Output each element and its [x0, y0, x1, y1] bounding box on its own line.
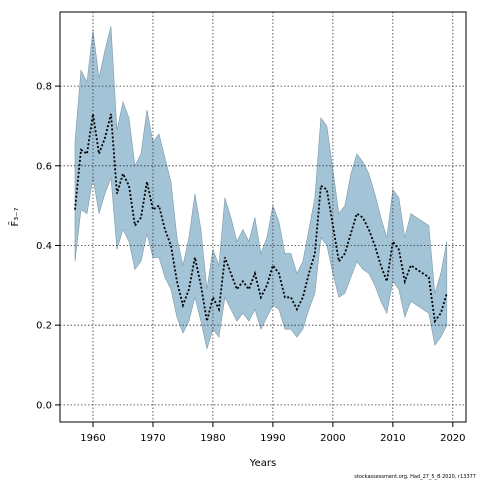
y-tick-label: 0.4 [36, 241, 52, 252]
confidence-band [74, 26, 448, 350]
line [74, 113, 448, 324]
x-tick-label: 1990 [260, 433, 285, 444]
y-tick-label: 0.6 [36, 161, 52, 172]
y-tick-label: 0.0 [36, 400, 52, 411]
y-tick-label: 0.8 [36, 82, 52, 93]
plot-frame [59, 11, 467, 423]
x-tick-label: 1980 [200, 433, 225, 444]
x-tick-label: 1970 [140, 433, 165, 444]
y-axis-label: F̄₃₋₇ [8, 207, 21, 226]
footnote: stockassessment.org, Had_27_5_B 2020, r1… [354, 474, 476, 480]
x-tick-label: 1960 [80, 433, 105, 444]
x-tick-label: 2020 [440, 433, 465, 444]
x-tick-label: 2000 [320, 433, 345, 444]
x-tick-label: 2010 [380, 433, 405, 444]
y-tick-label: 0.2 [36, 321, 52, 332]
x-axis-label: Years [249, 458, 276, 469]
